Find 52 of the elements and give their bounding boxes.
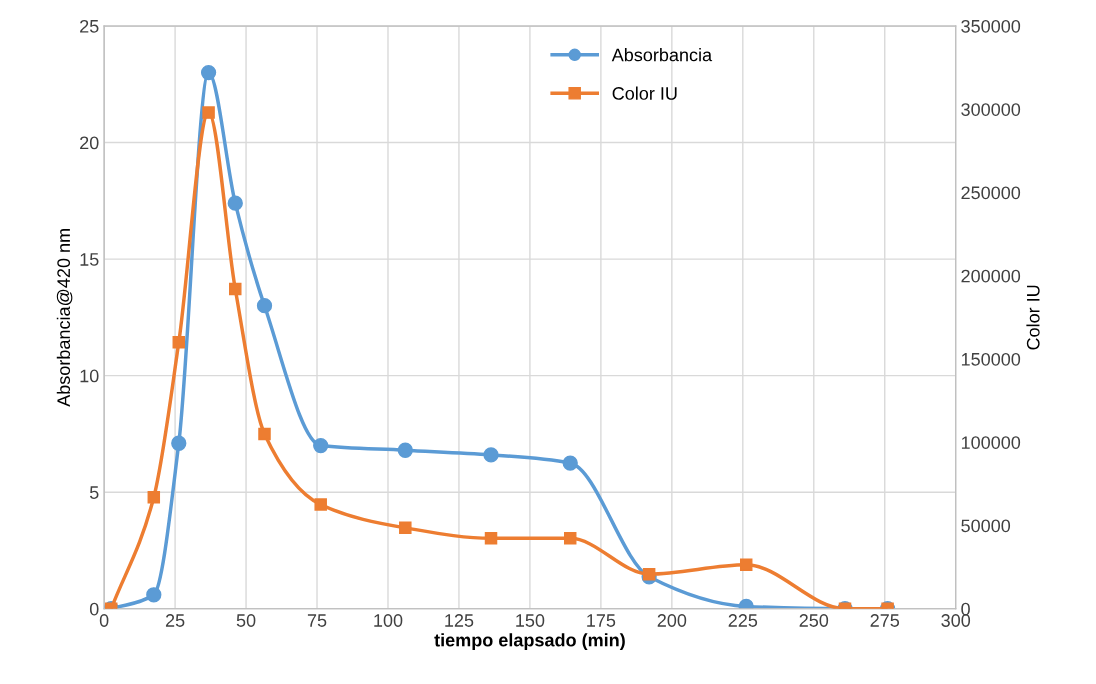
point bbox=[200, 64, 217, 81]
y-axis-title: Absorbancia@420 nm bbox=[56, 229, 73, 407]
point bbox=[227, 195, 243, 211]
x-tick-label: 175 bbox=[587, 614, 616, 627]
point bbox=[229, 282, 242, 296]
point bbox=[739, 558, 753, 572]
point bbox=[258, 427, 271, 441]
x-tick-label: 250 bbox=[799, 614, 829, 627]
y2-tick-label: 150000 bbox=[961, 352, 1021, 366]
x-tick-label: 275 bbox=[870, 614, 900, 627]
x-tick-label: 0 bbox=[99, 614, 109, 627]
point bbox=[256, 298, 273, 314]
x-tick-label: 225 bbox=[728, 614, 758, 627]
y2-tick-label: 250000 bbox=[961, 186, 1021, 200]
x-tick-label: 200 bbox=[657, 614, 687, 627]
y-tick-label: 10 bbox=[80, 369, 99, 383]
x-tick-label: 125 bbox=[445, 614, 474, 627]
point bbox=[314, 498, 327, 511]
point bbox=[147, 490, 161, 504]
point bbox=[313, 437, 329, 454]
point bbox=[171, 435, 187, 451]
y2-tick-label: 350000 bbox=[961, 19, 1021, 33]
y2-tick-label: 200000 bbox=[961, 269, 1021, 283]
x-axis-title: tiempo elapsado (min) bbox=[434, 633, 625, 651]
x-tick-label: 75 bbox=[307, 614, 327, 627]
legend-label: Color IU bbox=[612, 86, 677, 100]
y2-tick-label: 300000 bbox=[961, 103, 1021, 116]
point bbox=[562, 455, 578, 471]
y-tick-label: 15 bbox=[80, 253, 99, 266]
y-tick-label: 25 bbox=[80, 19, 99, 33]
point bbox=[563, 532, 577, 545]
x-tick-label: 300 bbox=[941, 614, 971, 627]
point bbox=[483, 447, 499, 463]
x-tick-label: 50 bbox=[236, 614, 256, 627]
y2-tick-label: 50000 bbox=[961, 519, 1011, 533]
y-tick-label: 20 bbox=[80, 136, 99, 150]
x-tick-label: 100 bbox=[374, 614, 403, 627]
point bbox=[397, 442, 413, 458]
point bbox=[202, 106, 215, 119]
x-tick-label: 25 bbox=[165, 614, 185, 627]
point bbox=[399, 521, 412, 535]
point bbox=[484, 532, 498, 545]
x-tick-label: 150 bbox=[516, 614, 545, 627]
y2-axis-title: Color IU bbox=[1026, 285, 1040, 350]
point bbox=[642, 567, 656, 581]
y-tick-label: 0 bbox=[89, 602, 99, 616]
y2-tick-label: 0 bbox=[961, 602, 970, 616]
point bbox=[172, 336, 186, 349]
legend-label: Absorbancia bbox=[611, 48, 713, 62]
y-tick-label: 5 bbox=[89, 486, 99, 499]
y2-tick-label: 100000 bbox=[961, 436, 1021, 449]
point bbox=[146, 587, 162, 603]
